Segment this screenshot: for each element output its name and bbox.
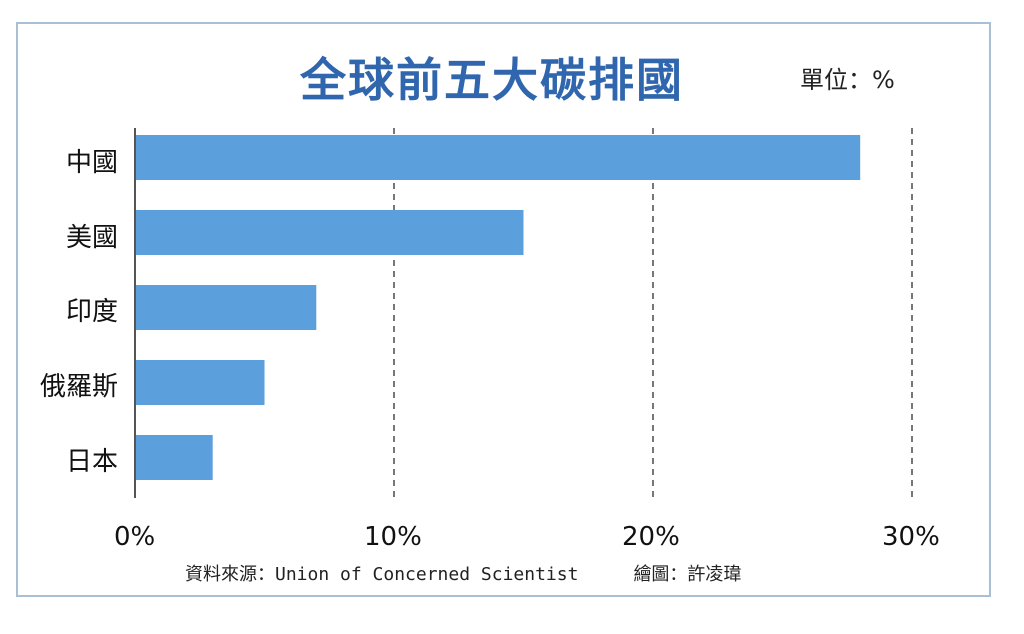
chart-title: 全球前五大碳排國	[300, 53, 684, 107]
x-tick-label-2: 20%	[622, 522, 680, 552]
category-label-3: 俄羅斯	[39, 372, 118, 402]
x-tick-label-1: 10%	[364, 522, 422, 552]
bar-0	[135, 135, 861, 180]
credit-note: 繪圖：許凌瑋	[633, 564, 742, 585]
category-label-4: 日本	[65, 447, 118, 477]
bar-1	[135, 210, 524, 255]
bar-2	[135, 285, 317, 330]
bar-3	[135, 360, 265, 405]
category-label-0: 中國	[65, 148, 118, 178]
category-label-2: 印度	[65, 297, 118, 327]
source-note: 資料來源：Union of Concerned Scientist	[185, 564, 579, 585]
x-tick-label-3: 30%	[882, 522, 940, 552]
category-label-1: 美國	[65, 223, 118, 253]
chart-footer: 資料來源：Union of Concerned Scientist 繪圖：許凌瑋	[185, 560, 741, 586]
x-tick-label-0: 0%	[114, 522, 156, 552]
unit-label: 單位：%	[800, 66, 895, 94]
bar-4	[135, 435, 213, 480]
